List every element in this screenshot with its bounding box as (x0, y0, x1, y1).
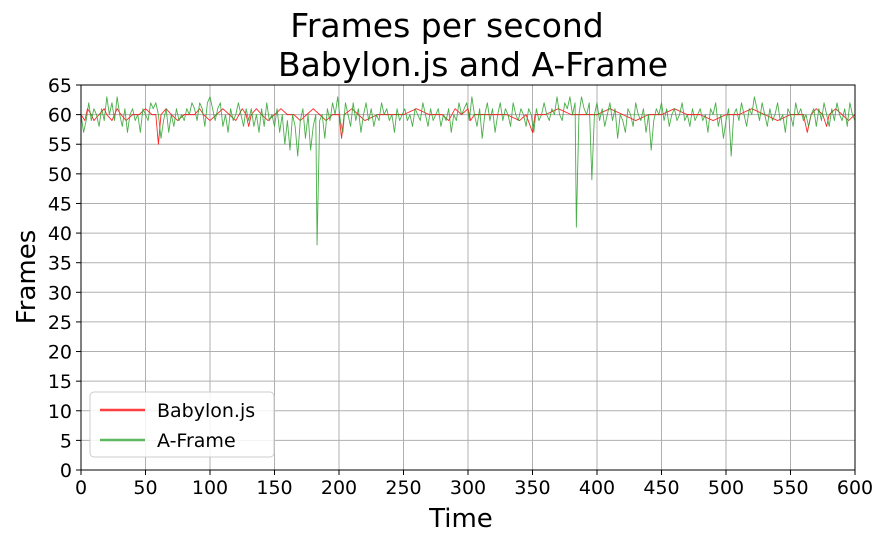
legend-label-aframe: A-Frame (157, 430, 236, 452)
y-tick-label: 40 (48, 223, 72, 245)
x-tick-label: 100 (192, 477, 228, 499)
y-tick-label: 35 (48, 253, 72, 275)
x-axis-ticks: 0 50 100 150 200 250 300 350 400 450 500 550 600 (75, 470, 873, 499)
x-tick-label: 400 (579, 477, 615, 499)
x-tick-label: 350 (514, 477, 550, 499)
y-tick-label: 25 (48, 312, 72, 334)
y-tick-label: 30 (48, 282, 72, 304)
y-tick-label: 10 (48, 401, 72, 423)
x-tick-label: 200 (321, 477, 357, 499)
y-tick-label: 50 (48, 164, 72, 186)
x-tick-label: 550 (772, 477, 808, 499)
y-tick-label: 60 (48, 105, 72, 127)
x-tick-label: 450 (643, 477, 679, 499)
y-tick-label: 5 (60, 430, 72, 452)
y-tick-label: 20 (48, 342, 72, 364)
y-tick-label: 0 (60, 460, 72, 482)
x-tick-label: 300 (450, 477, 486, 499)
x-tick-label: 0 (75, 477, 87, 499)
legend: Babylon.js A-Frame (89, 391, 275, 458)
y-axis-ticks: 0 5 10 15 20 25 30 35 40 45 50 55 60 65 (48, 75, 81, 482)
series-line-babylonjs (80, 108, 856, 145)
x-axis-label: Time (428, 504, 493, 534)
y-tick-label: 45 (48, 193, 72, 215)
y-axis-label: Frames (12, 230, 42, 325)
legend-label-babylonjs: Babylon.js (157, 400, 255, 422)
chart-title-line2: Babylon.js and A-Frame (278, 45, 668, 84)
plot-area (80, 96, 856, 246)
chart-title-line1: Frames per second (290, 6, 604, 45)
x-tick-label: 150 (256, 477, 292, 499)
x-tick-label: 500 (708, 477, 744, 499)
x-tick-label: 250 (385, 477, 421, 499)
y-tick-label: 15 (48, 371, 72, 393)
y-tick-label: 65 (48, 75, 72, 97)
x-tick-label: 50 (133, 477, 157, 499)
series-line-aframe (80, 96, 856, 246)
y-tick-label: 55 (48, 134, 72, 156)
x-tick-label: 600 (837, 477, 873, 499)
